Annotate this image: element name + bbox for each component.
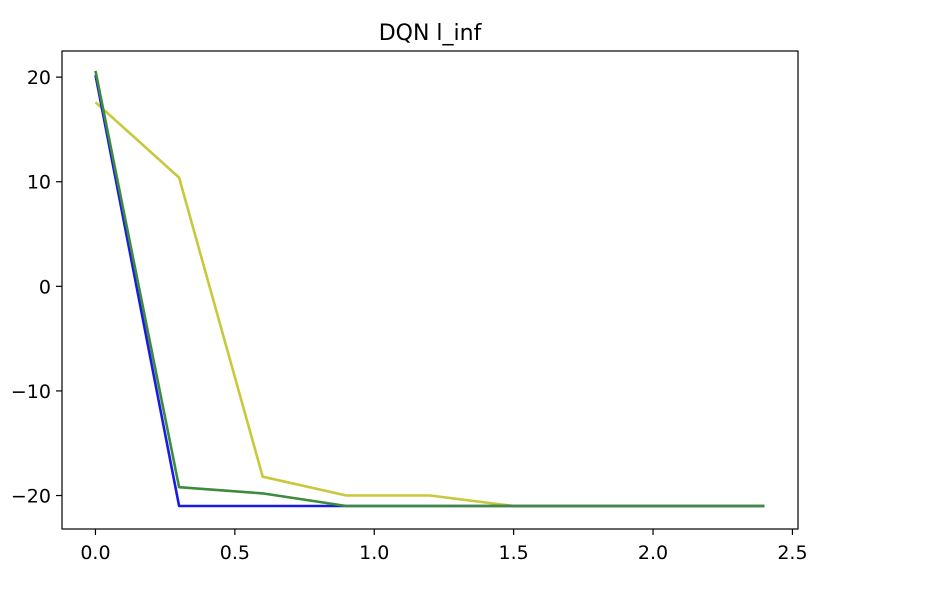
y-tick-label: −20 (11, 486, 51, 508)
x-tick-label: 0.5 (220, 542, 250, 564)
x-tick-label: 2.5 (777, 542, 807, 564)
axis-layer: 0.0 0.5 1.0 1.5 2.0 2.5 20 10 0 −10 −20 (11, 67, 808, 564)
plot-frame (61, 50, 799, 530)
series-layer (94, 70, 765, 508)
y-tick-label: −10 (11, 381, 51, 403)
y-tick-label: 10 (27, 172, 51, 194)
x-tick-label: 0.0 (80, 542, 110, 564)
x-tick-label: 2.0 (638, 542, 668, 564)
x-tick-label: 1.0 (359, 542, 389, 564)
y-tick-label: 20 (27, 67, 51, 89)
series-line-3 (94, 70, 765, 508)
y-tick-label: 0 (39, 276, 51, 298)
chart-title: DQN l_inf (379, 21, 483, 46)
x-tick-label: 1.5 (499, 542, 529, 564)
